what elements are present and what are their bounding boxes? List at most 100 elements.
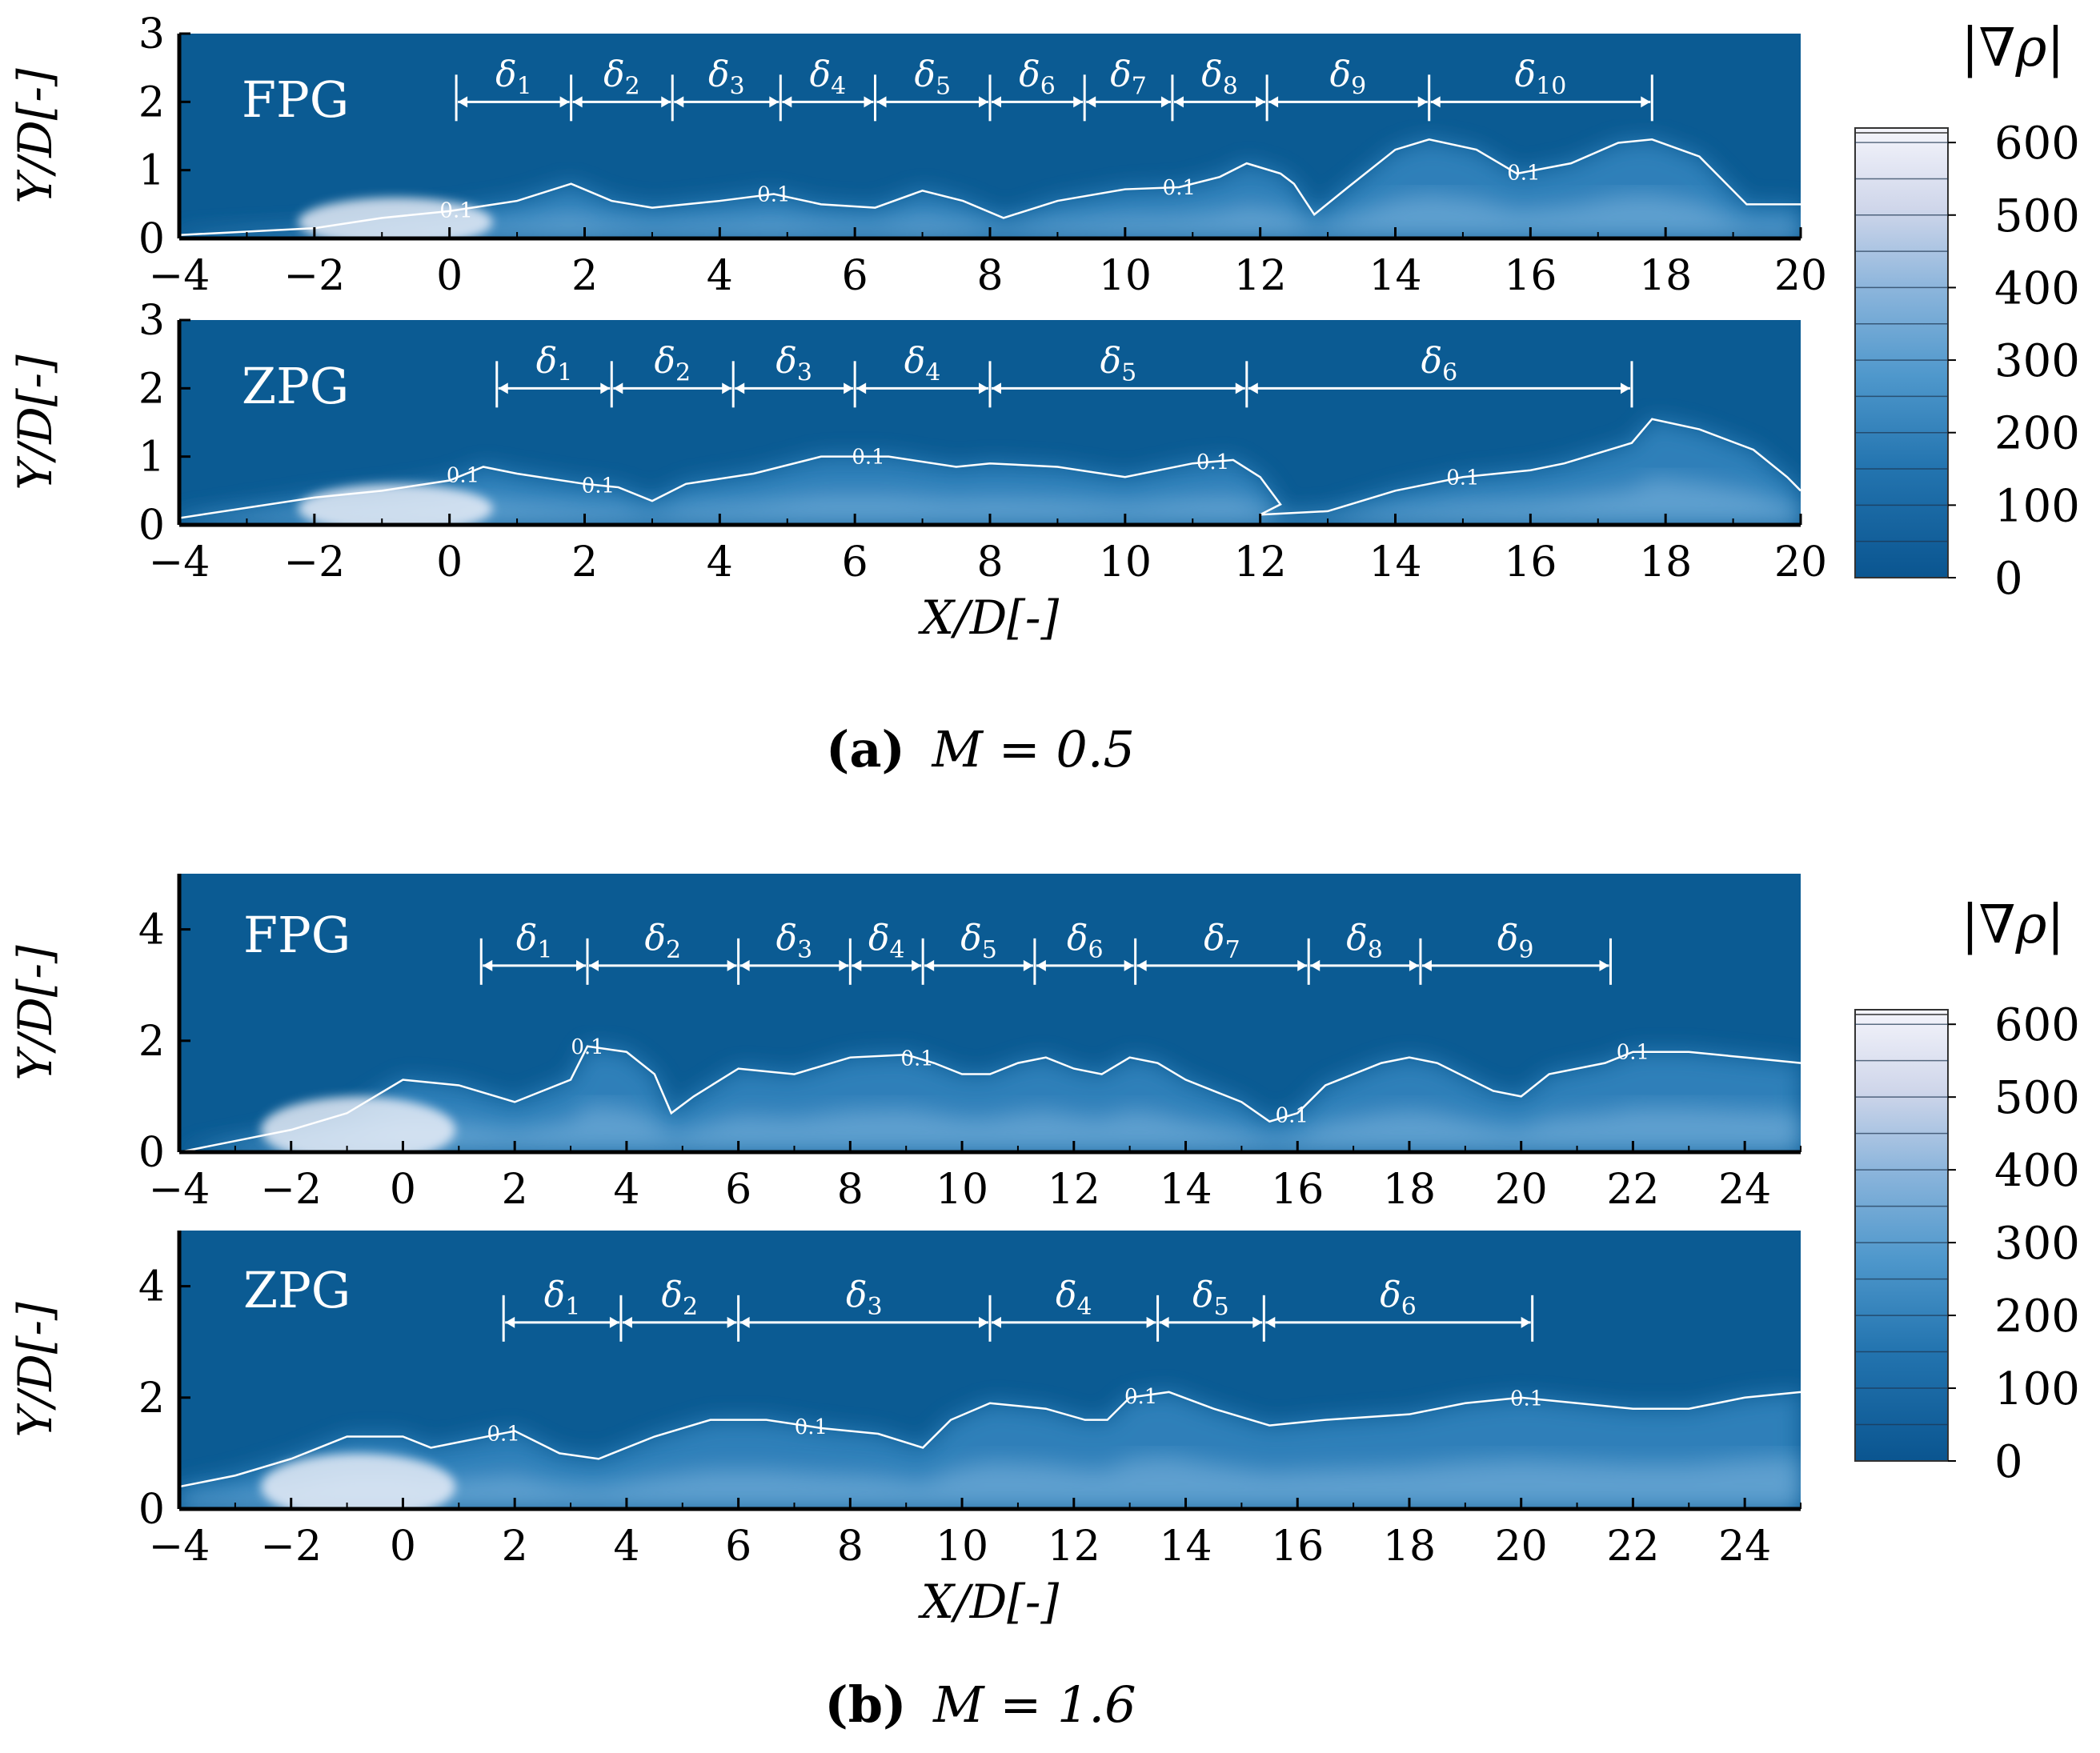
delta-arrowhead bbox=[575, 959, 586, 971]
gradient-field bbox=[179, 1046, 1801, 1152]
near-wall-band bbox=[179, 1104, 1801, 1152]
delta-symbol: δ bbox=[1346, 918, 1368, 959]
delta-symbol: δ bbox=[1067, 918, 1088, 959]
contour-value-label: 0.1 bbox=[1617, 1041, 1649, 1065]
x-tick-label: 12 bbox=[1048, 1166, 1100, 1214]
y-tick-label: 3 bbox=[138, 297, 165, 345]
case-label-fpg: FPG bbox=[242, 70, 349, 129]
y-tick-label: 2 bbox=[138, 365, 165, 413]
delta-arrowhead bbox=[992, 96, 1001, 108]
delta-arrowhead bbox=[483, 959, 493, 971]
x-tick-label: 0 bbox=[436, 538, 463, 586]
delta-label: δ8 bbox=[1346, 918, 1383, 964]
colorbar-tick-label: 200 bbox=[1994, 408, 2080, 460]
x-tick-label: 8 bbox=[976, 538, 1003, 586]
contour-0.1: 0.1 0.1 0.1 0.1 bbox=[179, 1385, 1801, 1488]
delta-symbol: δ bbox=[1100, 340, 1122, 381]
delta-arrowhead bbox=[609, 1316, 619, 1328]
contour-value-label: 0.1 bbox=[1446, 466, 1479, 490]
delta-label: δ6 bbox=[1019, 54, 1056, 100]
delta-arrowhead bbox=[979, 96, 988, 108]
delta-subscript: 6 bbox=[1442, 358, 1457, 386]
contour-value-label: 0.1 bbox=[1507, 161, 1540, 185]
contour-line bbox=[179, 138, 1801, 236]
x-tick-label: 24 bbox=[1718, 1523, 1771, 1571]
colorbar-level-lines bbox=[1855, 132, 1948, 542]
delta-subscript: 5 bbox=[1214, 1293, 1229, 1321]
delta-symbol: δ bbox=[846, 1275, 868, 1315]
x-tick-label: 14 bbox=[1159, 1166, 1212, 1214]
delta-subscript: 1 bbox=[557, 358, 572, 386]
x-tick-label: 6 bbox=[725, 1166, 751, 1214]
x-tick-label: 10 bbox=[1099, 538, 1152, 586]
caption-a-text: M = 0.5 bbox=[932, 720, 1135, 778]
delta-arrowhead bbox=[992, 382, 1001, 394]
panel-a-zpg-plot: 0.1 0.10.1 0.10.1 δ1 δ2 δ3 δ4 δ5 δ6 ZPG −4 −2 0 2 4… bbox=[8, 297, 1827, 645]
delta-arrowhead bbox=[739, 1316, 750, 1328]
contour-value-label: 0.1 bbox=[757, 183, 790, 207]
x-tick-label: 16 bbox=[1271, 1523, 1324, 1571]
delta-arrowhead bbox=[572, 96, 583, 108]
delta-label: δ10 bbox=[1515, 54, 1567, 100]
delta-symbol: δ bbox=[1192, 1275, 1214, 1315]
delta-label: δ2 bbox=[661, 1275, 698, 1321]
delta-subscript: 4 bbox=[831, 72, 846, 100]
delta-arrowhead bbox=[505, 1316, 515, 1328]
delta-subscript: 5 bbox=[982, 936, 997, 964]
delta-subscript: 3 bbox=[729, 72, 744, 100]
x-tick-label: 18 bbox=[1383, 1166, 1436, 1214]
x-tick-label: 18 bbox=[1639, 538, 1692, 586]
x-axis-label: X/D[-] bbox=[918, 590, 1060, 645]
caption-b-text: M = 1.6 bbox=[932, 1675, 1136, 1734]
delta-label: δ1 bbox=[495, 54, 532, 100]
delta-arrowhead bbox=[979, 1316, 988, 1328]
contour-value-label: 0.1 bbox=[447, 464, 479, 488]
gradient-field bbox=[179, 418, 1801, 525]
x-tick-label: 22 bbox=[1606, 1523, 1659, 1571]
delta-subscript: 6 bbox=[1401, 1293, 1417, 1321]
colorbar-tick-label: 100 bbox=[1994, 1363, 2080, 1415]
delta-subscript: 1 bbox=[565, 1293, 580, 1321]
x-tick-label: 2 bbox=[571, 538, 598, 586]
delta-label: δ2 bbox=[645, 918, 682, 964]
delta-subscript: 3 bbox=[797, 936, 812, 964]
delta-arrowhead bbox=[1620, 382, 1630, 394]
caption-b: (b) M = 1.6 bbox=[824, 1675, 1136, 1734]
delta-symbol: δ bbox=[516, 918, 538, 959]
delta-subscript: 1 bbox=[517, 72, 532, 100]
y-tick-label: 2 bbox=[138, 1018, 165, 1066]
delta-subscript: 6 bbox=[1088, 936, 1103, 964]
delta-arrowhead bbox=[1235, 382, 1245, 394]
x-tick-label: 0 bbox=[390, 1166, 416, 1214]
delta-label: δ4 bbox=[868, 918, 905, 964]
delta-arrowhead bbox=[674, 96, 684, 108]
delta-subscript: 5 bbox=[936, 72, 951, 100]
delta-label: δ3 bbox=[775, 340, 812, 386]
x-axis-label: X/D[-] bbox=[918, 1575, 1060, 1629]
contour-line bbox=[179, 1391, 1801, 1488]
delta-symbol: δ bbox=[495, 54, 517, 94]
x-tick-label: 14 bbox=[1159, 1523, 1212, 1571]
delta-subscript: 2 bbox=[683, 1293, 698, 1321]
delta-label: δ8 bbox=[1201, 54, 1238, 100]
x-tick-label: 2 bbox=[502, 1166, 528, 1214]
delta-arrowhead bbox=[735, 382, 745, 394]
y-tick-label: 0 bbox=[138, 1486, 165, 1534]
delta-arrowhead bbox=[1146, 1316, 1156, 1328]
x-tick-label: 10 bbox=[936, 1523, 988, 1571]
contour-line bbox=[179, 418, 1801, 519]
delta-arrowhead bbox=[1310, 959, 1321, 971]
colorbar-tick-label: 400 bbox=[1994, 1145, 2080, 1197]
delta-arrowhead bbox=[1265, 1316, 1276, 1328]
colorbar-a: |∇ρ| 600 500 400 300 200 100 0 bbox=[1854, 17, 2080, 605]
delta-arrowhead bbox=[912, 959, 922, 971]
delta-arrowhead bbox=[839, 959, 849, 971]
delta-annotations: δ1 δ2 δ3 δ4 δ5 δ6 δ7 δ8 δ9 bbox=[479, 918, 1612, 985]
colorbar-tick-label: 300 bbox=[1994, 335, 2080, 387]
delta-arrowhead bbox=[1297, 959, 1308, 971]
delta-subscript: 7 bbox=[1225, 936, 1240, 964]
delta-symbol: δ bbox=[1019, 54, 1040, 94]
colorbar-ticks: 600 500 400 300 200 100 0 bbox=[1948, 118, 2080, 605]
